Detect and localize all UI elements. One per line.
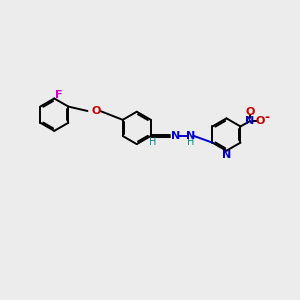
Text: N: N — [222, 150, 231, 160]
Text: O: O — [245, 107, 255, 117]
Text: O: O — [256, 116, 265, 126]
Text: N: N — [245, 116, 254, 126]
Text: N: N — [171, 131, 180, 141]
Text: O: O — [91, 106, 100, 116]
Text: H: H — [187, 137, 194, 148]
Text: F: F — [55, 90, 62, 100]
Text: -: - — [264, 111, 269, 124]
Text: N: N — [186, 131, 195, 141]
Text: H: H — [148, 137, 156, 148]
